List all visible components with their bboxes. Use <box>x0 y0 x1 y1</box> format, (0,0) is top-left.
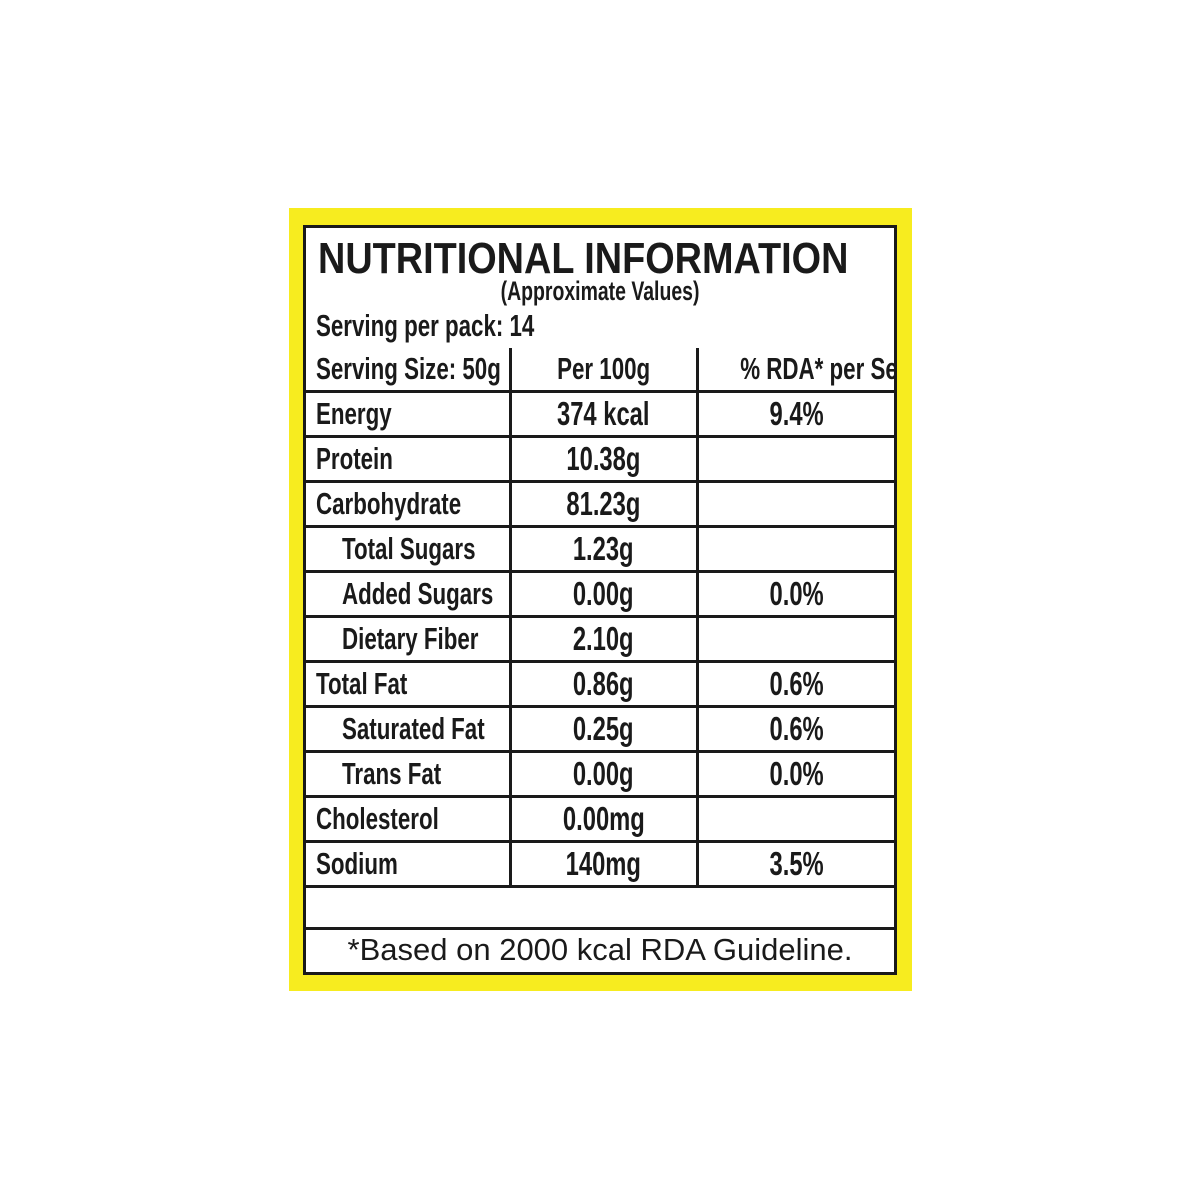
value-text: 0.6% <box>769 710 824 747</box>
nutrient-name: Protein <box>306 435 512 483</box>
value-text: 0.86g <box>573 665 634 702</box>
nutrient-text: Dietary Fiber <box>342 621 479 656</box>
nutrient-text: Sodium <box>316 846 398 881</box>
value-text: 0.0% <box>769 755 824 792</box>
nutrient-name: Trans Fat <box>306 750 512 798</box>
header-serving-size: Serving Size: 50g <box>306 348 512 393</box>
per-100g-value: 0.86g <box>508 660 699 708</box>
value-text: 10.38g <box>566 440 641 477</box>
value-text: 0.00g <box>573 755 634 792</box>
per-100g-value: 1.23g <box>508 525 699 573</box>
value-text: 1.23g <box>573 530 634 567</box>
nutrient-name: Total Sugars <box>306 525 512 573</box>
value-text: 3.5% <box>769 845 824 882</box>
per-100g-value: 10.38g <box>508 435 699 483</box>
nutrient-text: Trans Fat <box>342 756 442 791</box>
nutrient-name: Dietary Fiber <box>306 615 512 663</box>
rda-value: 0.0% <box>695 750 894 798</box>
value-text: 0.25g <box>573 710 634 747</box>
nutrient-name: Added Sugars <box>306 570 512 618</box>
header-text: Serving Size: 50g <box>316 351 501 386</box>
subtitle-text: (Approximate Values) <box>500 276 700 306</box>
nutrient-name: Sodium <box>306 840 512 888</box>
rda-value: 0.6% <box>695 705 894 753</box>
per-100g-value: 374 kcal <box>508 390 699 438</box>
table-row: Carbohydrate 81.23g <box>306 480 894 528</box>
table-row: Cholesterol 0.00mg <box>306 795 894 843</box>
per-100g-value: 140mg <box>508 840 699 888</box>
label-subtitle: (Approximate Values) <box>306 276 894 307</box>
rda-value: 0.6% <box>695 660 894 708</box>
nutrient-name: Energy <box>306 390 512 438</box>
value-text: 2.10g <box>573 620 634 657</box>
table-row: Trans Fat 0.00g 0.0% <box>306 750 894 798</box>
label-title: NUTRITIONAL INFORMATION <box>318 234 849 283</box>
value-text: 0.0% <box>769 575 824 612</box>
table-row: Total Sugars 1.23g <box>306 525 894 573</box>
rda-value <box>695 435 894 483</box>
servings-text: Serving per pack: 14 <box>316 308 535 343</box>
header-per-100g: Per 100g <box>508 348 699 393</box>
value-text: 374 kcal <box>557 395 650 432</box>
value-text: 0.00mg <box>562 800 645 837</box>
nutrition-table: Serving Size: 50g Per 100g % RDA* per Se… <box>306 348 894 888</box>
nutrient-name: Saturated Fat <box>306 705 512 753</box>
rda-value <box>695 480 894 528</box>
nutrient-text: Total Sugars <box>342 531 476 566</box>
rda-value <box>695 615 894 663</box>
table-row: Saturated Fat 0.25g 0.6% <box>306 705 894 753</box>
table-row: Sodium 140mg 3.5% <box>306 840 894 888</box>
value-text: 9.4% <box>769 395 824 432</box>
rda-value: 9.4% <box>695 390 894 438</box>
rda-value <box>695 525 894 573</box>
nutrient-text: Added Sugars <box>342 576 494 611</box>
header-rda: % RDA* per Serving <box>695 348 894 393</box>
rda-value: 0.0% <box>695 570 894 618</box>
per-100g-value: 2.10g <box>508 615 699 663</box>
per-100g-value: 0.00g <box>508 750 699 798</box>
value-text: 81.23g <box>566 485 641 522</box>
servings-per-pack: Serving per pack: 14 <box>316 308 619 344</box>
nutrient-text: Total Fat <box>316 666 408 701</box>
nutrient-name: Carbohydrate <box>306 480 512 528</box>
header-text: Per 100g <box>556 351 651 386</box>
table-row: Energy 374 kcal 9.4% <box>306 390 894 438</box>
header-text: % RDA* per Serving <box>739 351 894 386</box>
nutrient-text: Carbohydrate <box>316 486 462 521</box>
per-100g-value: 0.00g <box>508 570 699 618</box>
rda-value: 3.5% <box>695 840 894 888</box>
per-100g-value: 0.00mg <box>508 795 699 843</box>
nutrition-label: NUTRITIONAL INFORMATION (Approximate Val… <box>303 225 897 975</box>
table-row: Dietary Fiber 2.10g <box>306 615 894 663</box>
value-text: 140mg <box>565 845 642 882</box>
nutrient-text: Protein <box>316 441 393 476</box>
nutrient-text: Energy <box>316 396 392 431</box>
table-row: Protein 10.38g <box>306 435 894 483</box>
table-row: Total Fat 0.86g 0.6% <box>306 660 894 708</box>
nutrient-text: Saturated Fat <box>342 711 485 746</box>
table-header-row: Serving Size: 50g Per 100g % RDA* per Se… <box>306 348 894 393</box>
per-100g-value: 81.23g <box>508 480 699 528</box>
table-row: Added Sugars 0.00g 0.0% <box>306 570 894 618</box>
nutrient-name: Total Fat <box>306 660 512 708</box>
value-text: 0.6% <box>769 665 824 702</box>
footnote: *Based on 2000 kcal RDA Guideline. <box>306 927 894 970</box>
value-text: 0.00g <box>573 575 634 612</box>
per-100g-value: 0.25g <box>508 705 699 753</box>
nutrient-text: Cholesterol <box>316 801 439 836</box>
nutrient-name: Cholesterol <box>306 795 512 843</box>
rda-value <box>695 795 894 843</box>
